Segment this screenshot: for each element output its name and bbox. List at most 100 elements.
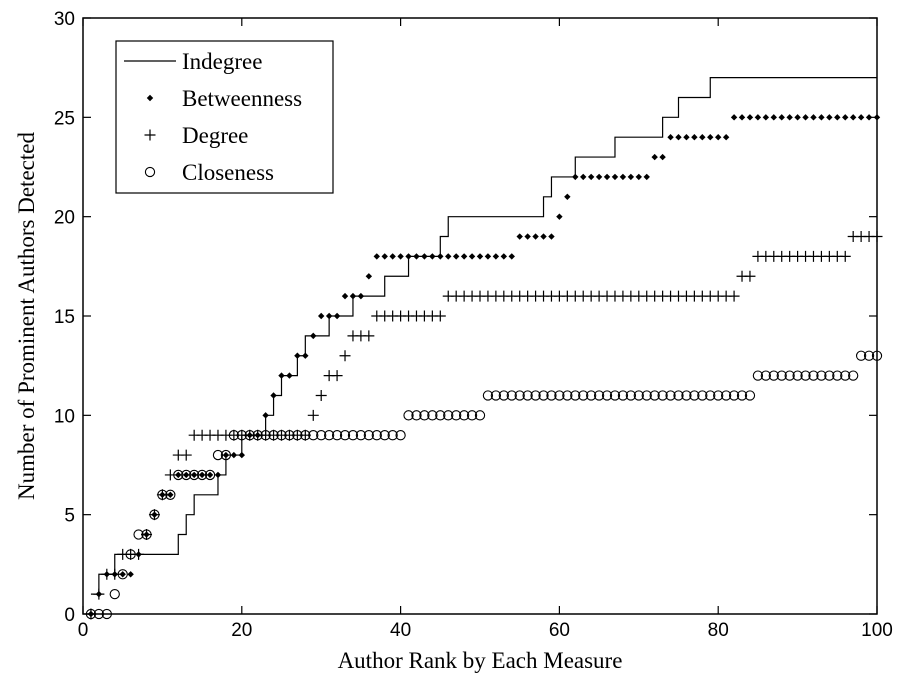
data-point-degree xyxy=(839,250,851,262)
data-point-betweenness xyxy=(413,253,420,260)
data-point-closeness xyxy=(371,430,382,441)
data-point-closeness xyxy=(530,390,541,401)
data-point-betweenness xyxy=(842,114,849,121)
data-point-betweenness xyxy=(429,253,436,260)
data-point-betweenness xyxy=(286,372,293,379)
data-point-betweenness xyxy=(754,114,762,121)
data-point-closeness xyxy=(387,430,398,441)
data-point-betweenness xyxy=(460,253,468,260)
data-point-betweenness xyxy=(325,312,333,320)
data-point-betweenness xyxy=(183,471,190,479)
data-point-closeness xyxy=(665,390,676,401)
data-point-closeness xyxy=(260,430,271,441)
data-point-betweenness xyxy=(508,253,515,260)
data-point-closeness xyxy=(609,390,621,401)
data-point-closeness xyxy=(832,370,843,381)
series-closeness xyxy=(85,350,883,620)
data-point-betweenness xyxy=(778,114,785,121)
data-point-betweenness xyxy=(389,253,396,260)
data-point-betweenness xyxy=(730,114,738,121)
data-point-betweenness xyxy=(770,114,777,121)
data-point-betweenness xyxy=(397,253,404,260)
data-point-closeness xyxy=(728,390,740,401)
data-point-degree xyxy=(315,389,327,401)
data-point-closeness xyxy=(276,430,287,441)
data-point-betweenness xyxy=(333,312,341,320)
data-point-closeness xyxy=(149,509,160,520)
data-point-degree xyxy=(180,449,192,461)
data-point-closeness xyxy=(705,390,716,401)
data-point-betweenness xyxy=(746,114,754,121)
data-point-closeness xyxy=(244,430,255,441)
data-point-closeness xyxy=(300,430,311,441)
data-point-betweenness xyxy=(667,134,674,141)
data-point-closeness xyxy=(522,390,533,401)
data-point-closeness xyxy=(419,410,430,421)
data-point-closeness xyxy=(848,370,859,381)
data-point-betweenness xyxy=(262,412,269,419)
data-point-closeness xyxy=(490,390,502,401)
data-point-closeness xyxy=(824,370,835,381)
data-point-betweenness xyxy=(643,173,650,181)
data-point-closeness xyxy=(339,430,351,441)
data-point-betweenness xyxy=(294,352,301,359)
legend-label: Closeness xyxy=(182,160,274,185)
legend-swatch xyxy=(144,129,156,141)
legend-entry-betweenness: Betweenness xyxy=(146,86,302,111)
data-point-betweenness xyxy=(206,471,214,479)
data-point-betweenness xyxy=(476,253,484,260)
data-point-closeness xyxy=(141,529,152,540)
data-point-betweenness xyxy=(564,193,571,200)
data-point-betweenness xyxy=(270,392,277,399)
data-point-closeness xyxy=(776,370,787,381)
data-point-closeness xyxy=(212,449,224,461)
data-point-closeness xyxy=(204,469,216,481)
legend-swatch xyxy=(146,94,154,102)
data-point-closeness xyxy=(601,390,613,401)
data-point-closeness xyxy=(546,390,557,401)
data-point-closeness xyxy=(784,370,795,381)
data-point-betweenness xyxy=(540,233,547,240)
y-tick-label: 25 xyxy=(54,108,75,129)
data-point-closeness xyxy=(228,430,240,441)
data-point-closeness xyxy=(109,588,120,600)
data-point-closeness xyxy=(236,430,247,441)
x-tick-label: 80 xyxy=(708,620,729,641)
data-point-closeness xyxy=(673,390,684,401)
data-point-betweenness xyxy=(699,134,706,141)
data-point-betweenness xyxy=(452,253,460,260)
data-point-betweenness xyxy=(722,134,730,141)
data-point-closeness xyxy=(133,529,144,540)
data-point-closeness xyxy=(713,390,724,401)
data-point-closeness xyxy=(792,370,803,381)
data-point-betweenness xyxy=(349,292,357,300)
data-point-closeness xyxy=(395,430,406,441)
data-point-betweenness xyxy=(492,253,500,260)
data-point-betweenness xyxy=(786,114,793,121)
data-point-betweenness xyxy=(119,571,126,578)
data-point-closeness xyxy=(474,410,486,421)
data-point-closeness xyxy=(466,410,478,421)
data-point-closeness xyxy=(316,430,327,441)
data-point-degree xyxy=(307,409,319,421)
data-point-betweenness xyxy=(659,153,666,161)
data-point-betweenness xyxy=(437,253,444,260)
data-point-closeness xyxy=(720,390,732,401)
data-point-closeness xyxy=(744,390,756,401)
data-point-closeness xyxy=(538,390,549,401)
data-point-betweenness xyxy=(738,114,746,121)
data-point-betweenness xyxy=(373,253,380,260)
data-point-degree xyxy=(331,370,343,382)
y-tick-label: 20 xyxy=(54,208,75,229)
data-point-closeness xyxy=(435,410,446,421)
data-point-betweenness xyxy=(715,134,722,141)
data-point-betweenness xyxy=(421,253,428,260)
data-point-betweenness xyxy=(762,114,770,121)
data-point-degree xyxy=(148,509,160,521)
axis-ticks: 0 20 40 60 80 100 0 5 10 15 20 25 30 xyxy=(54,9,893,641)
legend-label: Degree xyxy=(182,123,248,148)
legend-label: Betweenness xyxy=(182,86,302,111)
data-point-degree xyxy=(339,350,351,362)
data-point-closeness xyxy=(800,370,811,381)
data-point-closeness xyxy=(125,549,136,560)
